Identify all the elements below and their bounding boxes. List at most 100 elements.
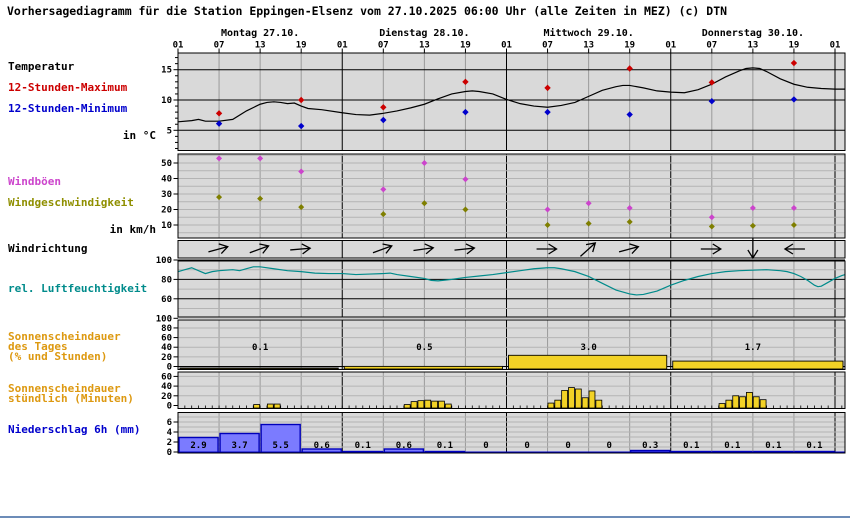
label-max: 12-Stunden-Maximum — [8, 81, 128, 94]
humidity-panel: 100 80 60 — [156, 256, 846, 318]
wind-arrow-icon — [700, 243, 723, 255]
svg-text:40: 40 — [161, 343, 172, 353]
svg-text:19: 19 — [624, 41, 635, 51]
svg-text:13: 13 — [419, 41, 430, 51]
sunshine-hourly-bar — [561, 390, 568, 409]
wind-arrow-icon — [580, 242, 597, 257]
svg-text:01: 01 — [501, 41, 512, 51]
svg-text:2.9: 2.9 — [190, 441, 206, 451]
label-sonne-std-2: stündlich (Minuten) — [8, 392, 134, 405]
svg-text:01: 01 — [337, 41, 348, 51]
sunshine-hourly-bar — [266, 403, 274, 409]
svg-text:01: 01 — [665, 41, 676, 51]
svg-text:19: 19 — [296, 41, 307, 51]
sunshine-hourly-bar — [746, 392, 753, 409]
svg-text:19: 19 — [789, 41, 800, 51]
svg-text:60: 60 — [161, 295, 172, 305]
sunshine-hourly-bar — [403, 404, 411, 409]
svg-text:0: 0 — [524, 441, 529, 451]
bottom-divider — [0, 516, 850, 518]
sunshine-daily-bar — [672, 360, 844, 370]
label-min: 12-Stunden-Minimum — [8, 102, 128, 115]
svg-text:20: 20 — [161, 353, 172, 363]
temperature-panel: 15 10 5 — [161, 52, 846, 151]
svg-text:0: 0 — [167, 363, 172, 373]
label-windrichtung: Windrichtung — [8, 242, 88, 255]
sunshine-hourly-bar — [253, 404, 261, 409]
svg-text:0.5: 0.5 — [416, 343, 432, 353]
sunshine-hourly-bar — [444, 403, 452, 409]
label-wind-unit: in km/h — [109, 223, 156, 236]
sunshine-hourly-bar — [581, 397, 589, 409]
svg-text:0.1: 0.1 — [806, 441, 822, 451]
svg-text:20: 20 — [161, 392, 172, 402]
svg-text:Mittwoch 29.10.: Mittwoch 29.10. — [543, 27, 633, 39]
label-niederschlag: Niederschlag 6h (mm) — [8, 423, 141, 436]
svg-text:4: 4 — [167, 428, 173, 438]
svg-text:0: 0 — [565, 441, 570, 451]
svg-text:20: 20 — [161, 206, 172, 216]
svg-text:3.7: 3.7 — [231, 441, 247, 451]
label-sonne-tag-2: des Tages — [8, 340, 68, 353]
label-luftfeuchtigkeit: rel. Luftfeuchtigkeit — [8, 282, 148, 295]
label-temperatur: Temperatur — [8, 60, 75, 73]
wind-arrow-icon — [783, 243, 805, 255]
sunshine-hourly-bar — [568, 387, 575, 409]
svg-text:0.1: 0.1 — [437, 441, 453, 451]
svg-text:10: 10 — [161, 96, 172, 106]
svg-text:19: 19 — [460, 41, 471, 51]
sunshine-daily-bar — [179, 367, 339, 370]
sunshine-hourly-bar — [588, 390, 596, 409]
svg-text:13: 13 — [255, 41, 266, 51]
svg-text:13: 13 — [747, 41, 758, 51]
svg-text:07: 07 — [542, 41, 553, 51]
svg-text:5.5: 5.5 — [273, 441, 289, 451]
svg-text:0.1: 0.1 — [252, 343, 268, 353]
wind-arrow-icon — [249, 243, 270, 254]
precipitation-bar — [260, 423, 301, 454]
svg-text:0: 0 — [606, 441, 611, 451]
svg-text:07: 07 — [378, 41, 389, 51]
sunshine-daily-bar — [343, 365, 503, 370]
sunshine-hourly-bar — [725, 399, 733, 409]
svg-text:5: 5 — [167, 126, 172, 136]
wind-arrow-icon — [454, 243, 476, 255]
sunshine-hourly-bar — [574, 388, 582, 409]
svg-text:01: 01 — [173, 41, 184, 51]
sunshine-daily-bar — [508, 354, 668, 370]
svg-text:100: 100 — [156, 256, 172, 266]
svg-text:0.1: 0.1 — [724, 441, 740, 451]
humidity-curve — [177, 266, 846, 296]
wind-arrow-icon — [618, 243, 640, 255]
time-axis: Montag 27.10. Dienstag 28.10. Mittwoch 29.… — [173, 27, 840, 53]
sunshine-hourly-bar — [431, 400, 438, 409]
temperature-curve — [177, 67, 846, 123]
sunshine-hourly-bar — [417, 400, 425, 409]
svg-text:0.1: 0.1 — [765, 441, 781, 451]
svg-text:60: 60 — [161, 334, 172, 344]
svg-text:0: 0 — [483, 441, 488, 451]
svg-text:60: 60 — [161, 372, 172, 382]
sunshine-hourly-bar — [732, 395, 740, 409]
svg-text:0.1: 0.1 — [683, 441, 699, 451]
svg-text:50: 50 — [161, 159, 172, 169]
wind-arrow-icon — [290, 243, 312, 255]
svg-text:15: 15 — [161, 66, 172, 76]
sunshine-hourly-bar — [595, 399, 603, 409]
label-windboeen: Windböen — [8, 175, 61, 188]
page-title: Vorhersagediagramm für die Station Eppin… — [7, 4, 728, 18]
svg-text:10: 10 — [161, 221, 172, 231]
svg-text:3.0: 3.0 — [580, 343, 596, 353]
svg-text:Montag 27.10.: Montag 27.10. — [221, 28, 299, 39]
wind-panel: 50 40 30 20 10 — [161, 153, 846, 239]
label-sonne-tag-1: Sonnenscheindauer — [8, 330, 121, 343]
svg-text:0: 0 — [167, 448, 172, 458]
sunshine-hourly-bar — [718, 403, 726, 409]
wind-arrow-icon — [536, 243, 558, 255]
label-sonne-std-1: Sonnenscheindauer — [8, 382, 121, 395]
svg-text:2: 2 — [167, 438, 172, 448]
label-sonne-tag-3: (% und Stunden) — [8, 350, 108, 363]
label-windgeschwindigkeit: Windgeschwindigkeit — [8, 196, 134, 209]
